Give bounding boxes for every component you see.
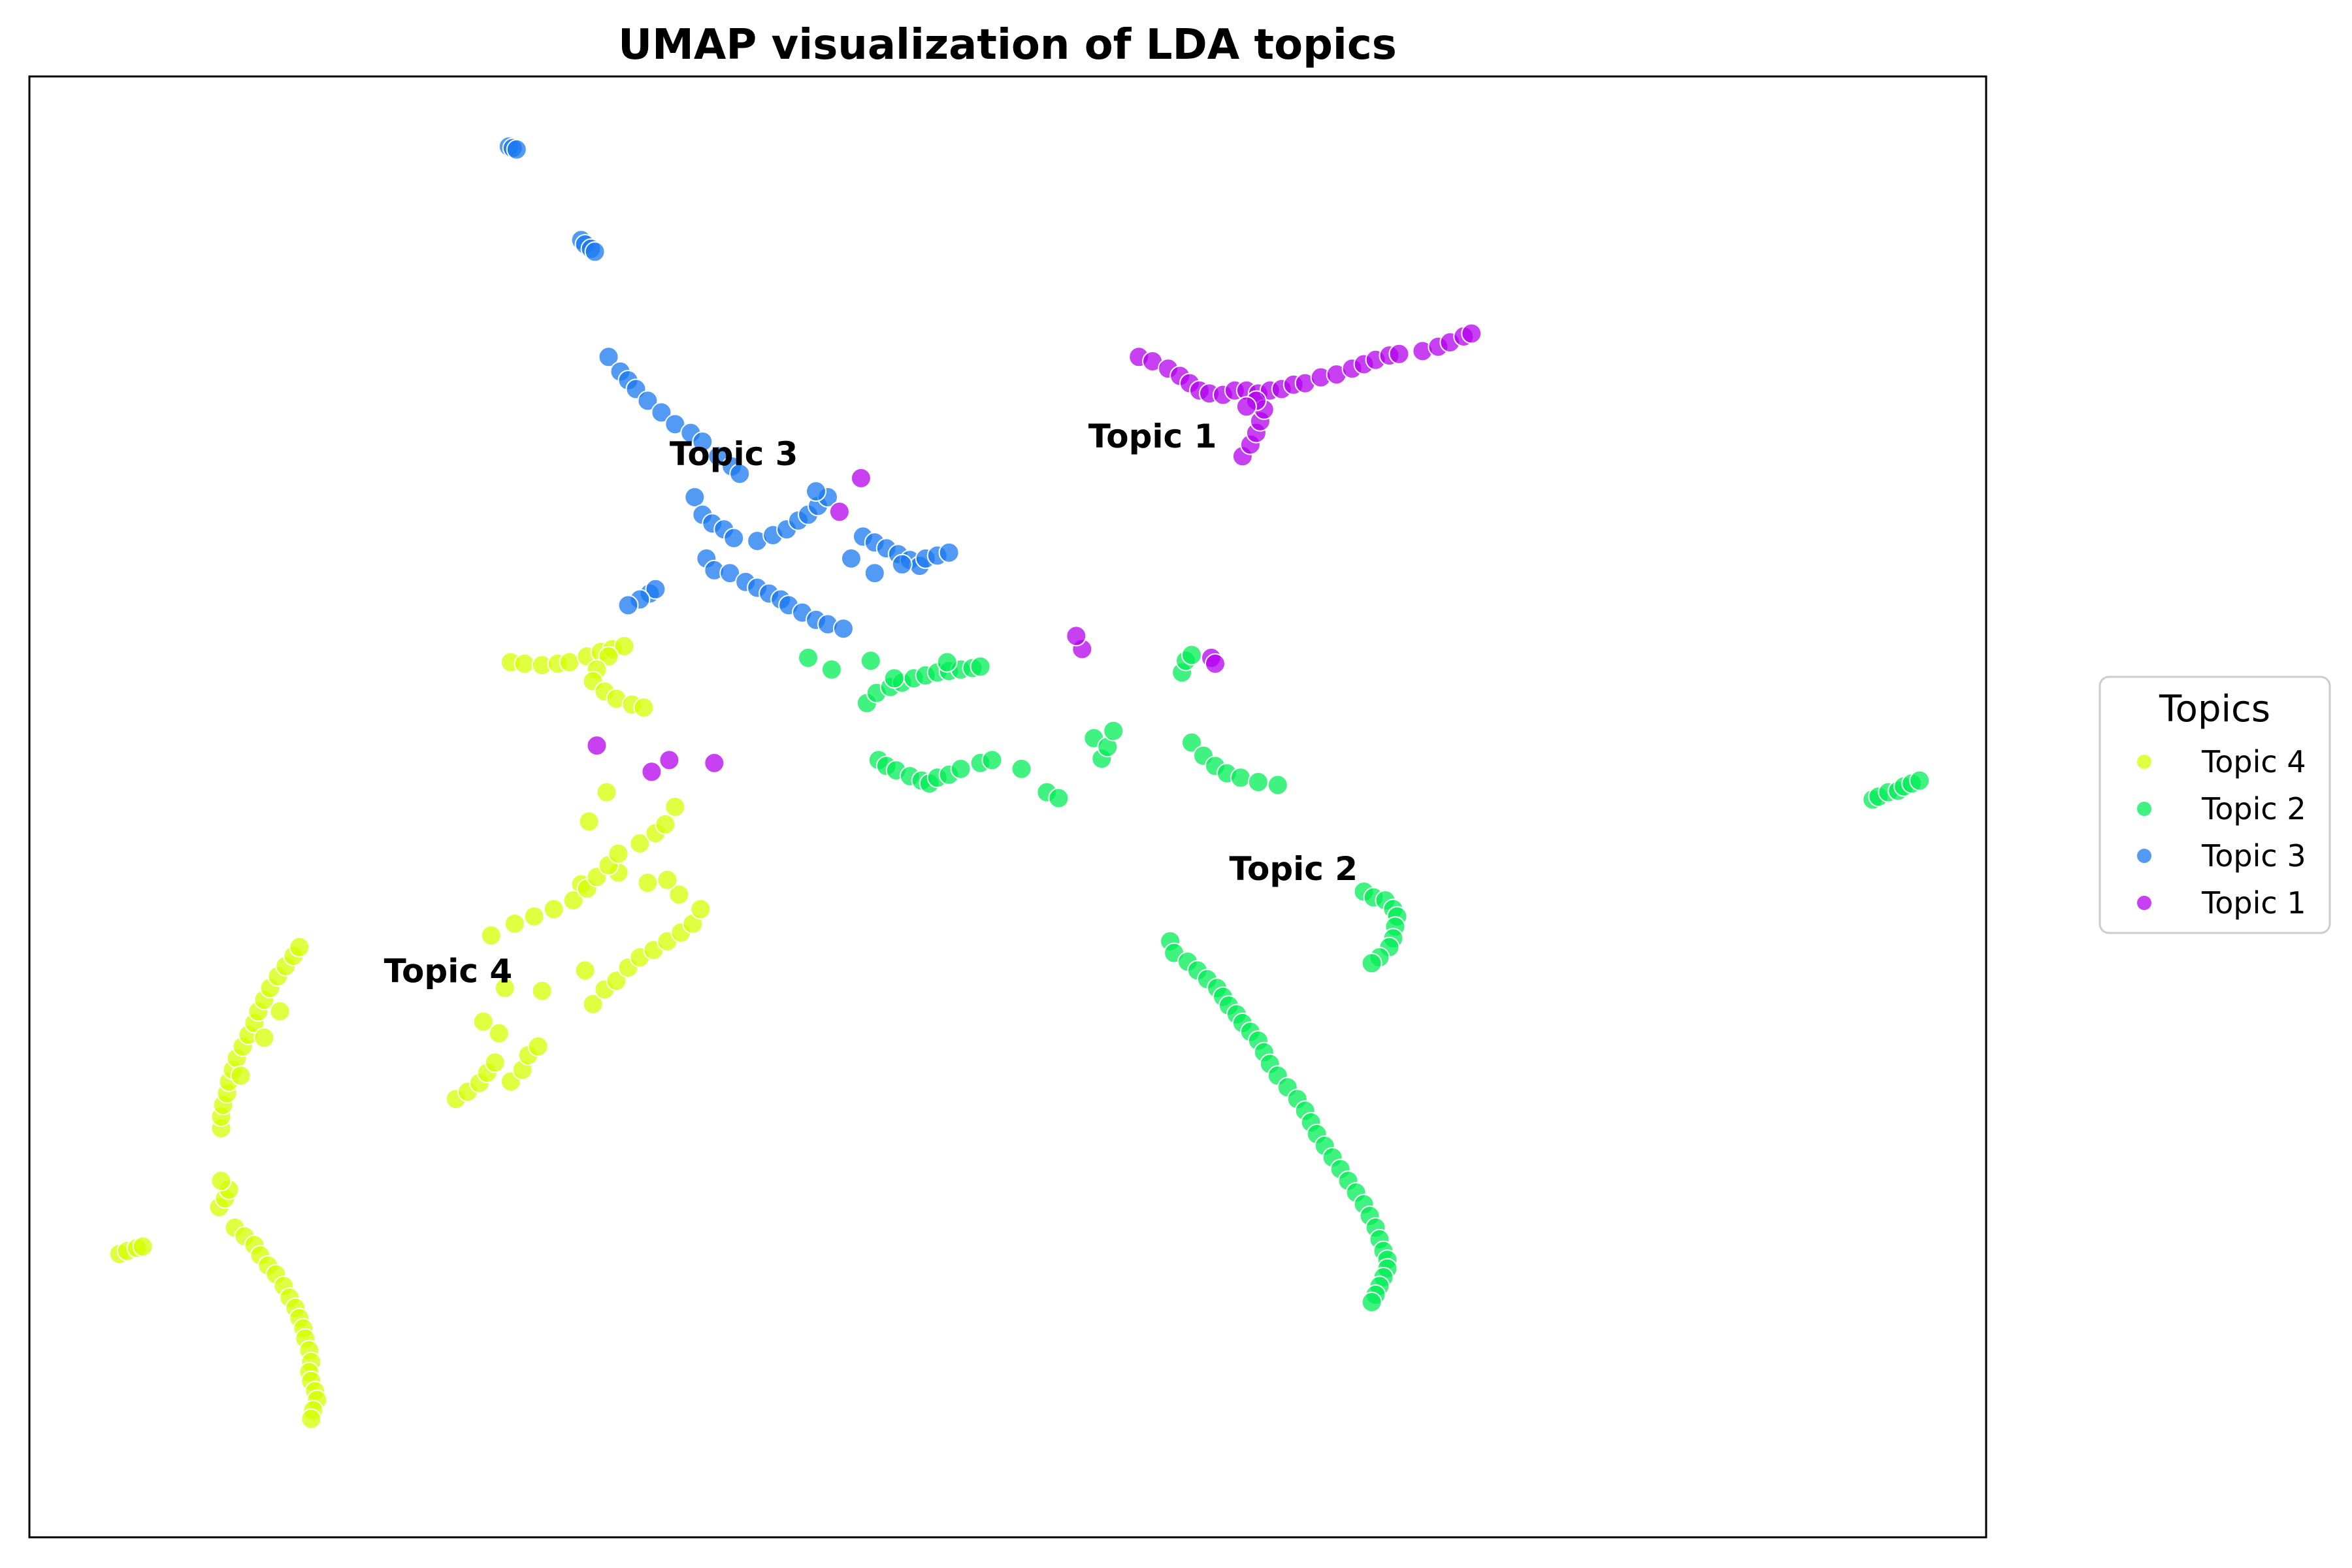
point-topic-4-56 [529,1037,548,1056]
legend: Topics Topic 4 Topic 2 Topic 3 Topic 1 [2100,677,2330,933]
point-topic-2-93 [1910,771,1929,791]
point-topic-2-39 [1249,772,1268,792]
point-topic-2-26 [983,750,1002,770]
point-topic-2-29 [1049,789,1068,808]
point-topic-2-11 [861,651,881,670]
point-topic-4-93 [515,654,534,674]
point-topic-2-15 [798,648,818,668]
point-topic-4-45 [254,1028,274,1047]
point-topic-3-52 [939,543,959,563]
legend-label-topic-1: Topic 1 [2201,885,2306,921]
point-topic-2-14 [938,653,957,672]
cluster-label-topic-2: Topic 2 [1230,850,1358,888]
point-topic-4-89 [665,797,685,817]
point-topic-4-91 [597,783,617,802]
cluster-label-topic-4: Topic 4 [384,952,513,990]
point-topic-1-33 [1237,397,1256,416]
point-topic-3-19 [685,487,704,507]
point-topic-4-3 [133,1237,153,1256]
point-topic-4-52 [485,1053,505,1072]
point-topic-4-27 [301,1409,321,1429]
point-topic-4-79 [525,907,544,926]
point-topic-4-96 [560,653,580,672]
point-topic-4-85 [609,844,629,864]
point-topic-2-12 [822,660,841,679]
legend-title: Topics [2159,688,2270,730]
point-topic-2-86 [1362,953,1382,973]
point-topic-4-107 [634,698,653,717]
point-topic-4-44 [289,938,309,957]
legend-marker-topic-1 [2137,896,2151,910]
point-topic-1-41 [642,762,661,781]
legend-label-topic-3: Topic 3 [2201,838,2306,874]
point-topic-3-6 [585,242,605,261]
cluster-label-topic-3: Topic 3 [670,435,798,473]
point-topic-1-42 [659,750,679,770]
point-topic-2-33 [1103,721,1123,741]
point-topic-3-2 [507,140,527,159]
point-topic-1-26 [1462,324,1481,344]
legend-marker-topic-3 [2137,849,2151,863]
point-topic-2-10 [971,657,990,676]
point-topic-2-38 [1231,768,1250,787]
point-topic-4-47 [231,1066,251,1085]
point-topic-4-73 [657,870,677,890]
point-topic-1-39 [1205,654,1225,674]
point-topic-4-58 [474,1012,493,1032]
point-topic-2-76 [1362,1292,1382,1312]
point-topic-4-71 [691,900,710,919]
point-topic-3-23 [724,529,743,548]
point-topic-4-88 [655,815,675,834]
point-topic-1-34 [830,502,849,521]
point-topic-4-46 [270,1002,289,1021]
point-topic-4-60 [532,981,552,1001]
plot-area [29,76,1986,1537]
point-topic-4-90 [580,811,599,831]
point-topic-4-61 [576,960,595,980]
point-topic-3-43 [806,482,826,501]
point-topic-1-43 [704,753,724,773]
point-topic-2-13 [885,668,904,688]
point-topic-4-77 [482,926,501,945]
point-topic-3-55 [841,549,861,568]
legend-label-topic-4: Topic 4 [2201,744,2306,779]
point-topic-4-78 [505,914,525,934]
point-topic-4-80 [544,900,564,919]
point-topic-1-21 [1390,344,1409,364]
point-topic-2-96 [1182,645,1201,665]
point-topic-3-53 [892,555,912,574]
cluster-label-topic-1: Topic 1 [1088,417,1217,455]
point-topic-2-40 [1268,776,1288,795]
point-topic-3-59 [619,595,638,615]
point-topic-1-40 [587,736,607,755]
point-topic-1-37 [1066,626,1086,645]
point-topic-3-35 [834,619,853,638]
legend-label-topic-2: Topic 2 [2201,791,2306,826]
point-topic-1-35 [851,468,871,488]
point-topic-2-27 [1012,759,1032,779]
point-topic-4-7 [212,1171,231,1190]
chart-title: UMAP visualization of LDA topics [618,21,1397,69]
legend-marker-topic-2 [2137,802,2151,816]
point-topic-4-74 [638,873,657,892]
legend-marker-topic-4 [2137,755,2151,769]
point-topic-2-24 [951,759,971,779]
point-topic-3-54 [865,563,885,583]
